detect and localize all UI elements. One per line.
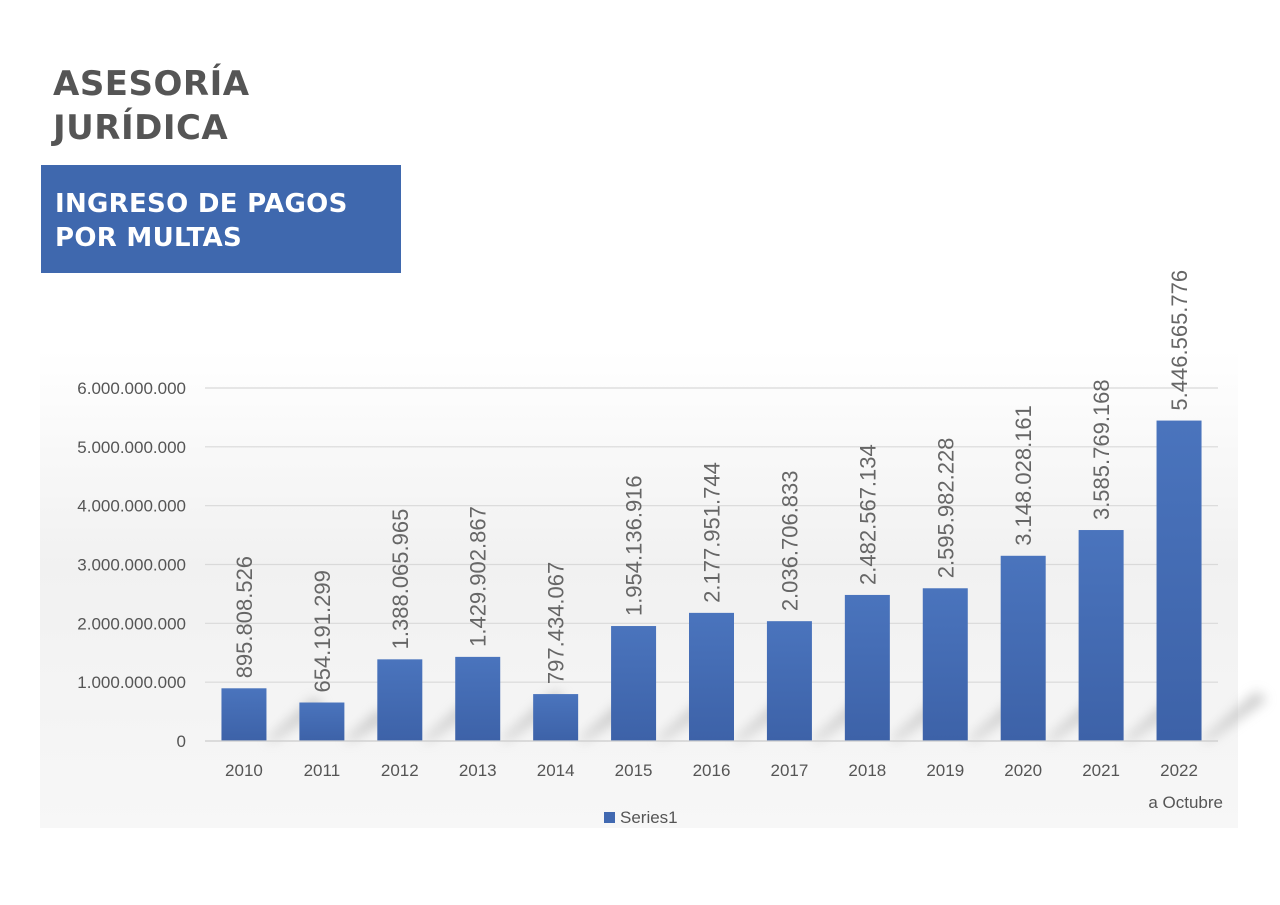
data-label: 1.429.902.867 (466, 506, 491, 647)
data-label: 3.148.028.161 (1011, 405, 1036, 546)
x-tick-label: 2020 (1004, 761, 1042, 780)
title-banner: INGRESO DE PAGOS POR MULTAS (41, 165, 401, 273)
data-label: 3.585.769.168 (1089, 379, 1114, 520)
data-label: 797.434.067 (544, 562, 569, 684)
bar-2021 (1078, 530, 1124, 741)
bar-2022 (1156, 420, 1202, 741)
banner-line-2: POR MULTAS (55, 223, 243, 253)
heading-line-1: ASESORÍA (53, 64, 250, 104)
bar-2017 (766, 621, 812, 741)
bar-shadow (1201, 691, 1267, 741)
y-tick-label: 4.000.000.000 (77, 497, 186, 516)
y-tick-label: 1.000.000.000 (77, 673, 186, 692)
bar-2012 (377, 659, 423, 741)
bar-2015 (611, 626, 657, 741)
x-tick-label: 2012 (381, 761, 419, 780)
bar-2018 (844, 594, 890, 741)
data-label: 1.388.065.965 (388, 509, 413, 650)
x-tick-label: 2017 (771, 761, 809, 780)
page-heading: ASESORÍA JURÍDICA (53, 62, 393, 150)
bar-2020 (1000, 555, 1046, 741)
y-tick-label: 5.000.000.000 (77, 438, 186, 457)
data-label: 895.808.526 (232, 556, 257, 678)
x-tick-label: 2014 (537, 761, 575, 780)
banner-line-1: INGRESO DE PAGOS (55, 189, 348, 219)
bar-2011 (299, 702, 345, 741)
bar-2014 (533, 694, 579, 741)
data-label: 5.446.565.776 (1167, 270, 1192, 411)
y-tick-label: 2.000.000.000 (77, 614, 186, 633)
banner-title: INGRESO DE PAGOS POR MULTAS (55, 187, 391, 255)
x-tick-label: 2015 (615, 761, 653, 780)
x-tick-label: 2011 (304, 761, 341, 780)
data-label: 654.191.299 (310, 570, 335, 692)
axes: 0 1.000.000.000 2.000.000.000 3.000.000.000… (77, 379, 1223, 812)
x-tick-label: 2022 (1160, 761, 1198, 780)
x-tick-label: 2019 (926, 761, 964, 780)
y-tick-label: 3.000.000.000 (77, 556, 186, 575)
x-tick-label: 2013 (459, 761, 497, 780)
heading-line-2: JURÍDICA (53, 108, 229, 148)
x-tick-label: 2016 (693, 761, 731, 780)
data-labels: 895.808.526 654.191.299 1.388.065.965 1.429… (232, 270, 1192, 693)
data-label: 2.482.567.134 (855, 444, 880, 585)
x-tick-label: 2018 (848, 761, 886, 780)
data-label: 2.036.706.833 (777, 470, 802, 611)
bar-2019 (922, 588, 968, 741)
legend-swatch (604, 812, 615, 823)
legend: Series1 (604, 808, 678, 827)
data-label: 2.177.951.744 (700, 462, 725, 603)
bars (221, 420, 1202, 741)
category-note: a Octubre (1148, 793, 1223, 812)
data-label: 2.595.982.228 (933, 438, 958, 579)
legend-label: Series1 (620, 808, 678, 827)
y-tick-label: 0 (177, 732, 186, 751)
bar-2010 (221, 688, 267, 741)
x-tick-label: 2010 (225, 761, 263, 780)
x-tick-label: 2021 (1082, 761, 1120, 780)
bar-2013 (455, 656, 501, 741)
data-label: 1.954.136.916 (622, 475, 647, 616)
bar-2016 (689, 612, 734, 741)
y-tick-label: 6.000.000.000 (77, 379, 186, 398)
